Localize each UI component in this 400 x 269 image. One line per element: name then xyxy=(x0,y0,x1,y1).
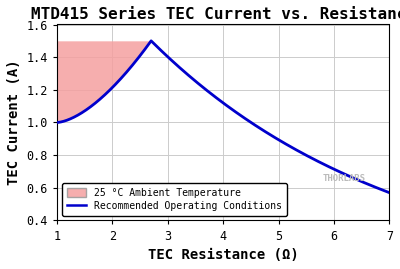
Legend: 25 °C Ambient Temperature, Recommended Operating Conditions: 25 °C Ambient Temperature, Recommended O… xyxy=(62,183,287,216)
Text: THORLABS: THORLABS xyxy=(323,174,366,183)
Y-axis label: TEC Current (A): TEC Current (A) xyxy=(7,60,21,185)
Title: MTD415 Series TEC Current vs. Resistance: MTD415 Series TEC Current vs. Resistance xyxy=(31,7,400,22)
X-axis label: TEC Resistance (Ω): TEC Resistance (Ω) xyxy=(148,248,298,262)
